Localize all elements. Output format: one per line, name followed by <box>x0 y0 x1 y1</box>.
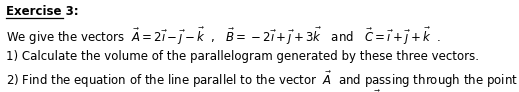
Text: 3) Find the equation of the plane perpendicular to the vector  $\vec{A}$  and co: 3) Find the equation of the plane perpen… <box>6 89 519 92</box>
Text: 2) Find the equation of the line parallel to the vector  $\vec{A}$  and passing : 2) Find the equation of the line paralle… <box>6 70 519 90</box>
Text: We give the vectors  $\vec{A}=2\vec{\imath}-\vec{\jmath}-\vec{k}$  ,   $\vec{B}=: We give the vectors $\vec{A}=2\vec{\imat… <box>6 26 441 47</box>
Text: 1) Calculate the volume of the parallelogram generated by these three vectors.: 1) Calculate the volume of the parallelo… <box>6 50 479 63</box>
Text: Exercise 3:: Exercise 3: <box>6 5 79 18</box>
